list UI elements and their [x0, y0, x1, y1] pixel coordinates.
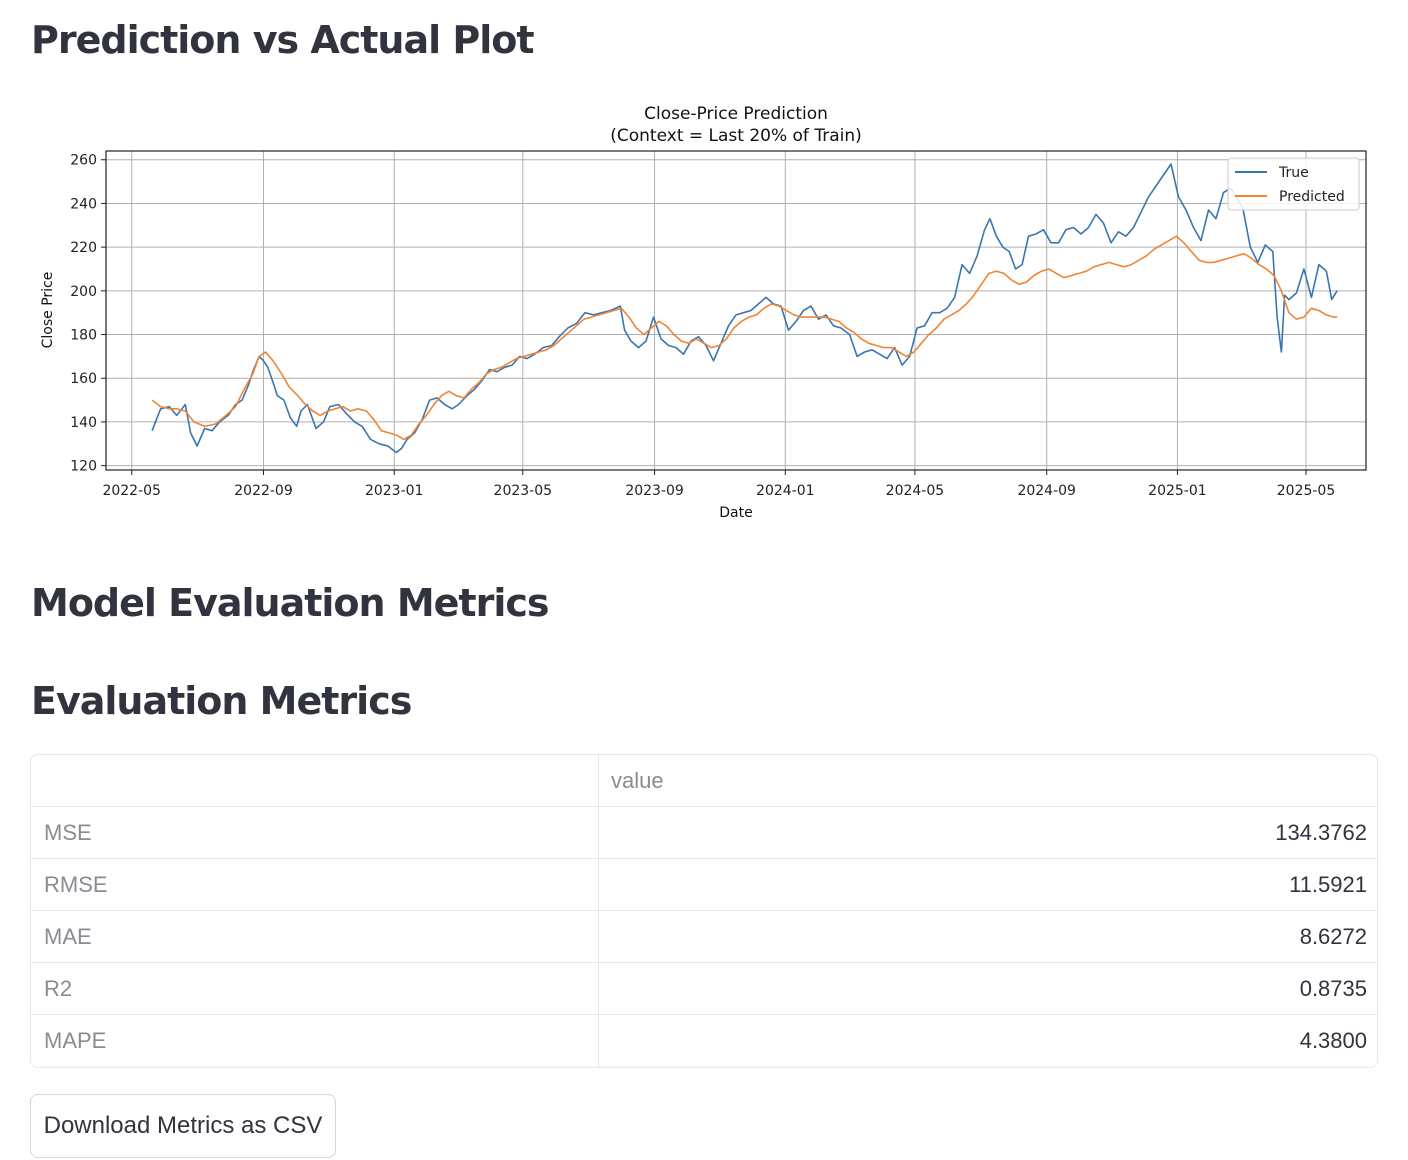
y-tick-label: 120	[70, 459, 97, 475]
chart-series	[151, 163, 1338, 454]
x-tick-label: 2022-09	[234, 483, 293, 499]
chart-legend: True Predicted	[1227, 157, 1360, 211]
series-line-true	[151, 163, 1338, 454]
y-tick-label: 240	[70, 196, 97, 212]
plot-area-frame	[105, 150, 1367, 471]
y-axis-label: Close Price	[40, 272, 56, 349]
metric-name: MAPE	[31, 1015, 599, 1067]
value-column-header[interactable]: value	[611, 767, 664, 793]
metrics-table[interactable]: value MSE 134.3762 RMSE 11.5921 MAE 8.62…	[30, 754, 1378, 1068]
table-row: R2 0.8735	[31, 963, 1377, 1015]
table-row: RMSE 11.5921	[31, 859, 1377, 911]
metric-name: MAE	[31, 911, 599, 962]
x-axis-label: Date	[719, 505, 752, 521]
metric-value: 8.6272	[1299, 923, 1367, 949]
x-tick-label: 2024-05	[886, 483, 945, 499]
table-row: MAPE 4.3800	[31, 1015, 1377, 1067]
x-tick-label: 2024-09	[1017, 483, 1076, 499]
table-row: MAE 8.6272	[31, 911, 1377, 963]
evaluation-metrics-heading: Evaluation Metrics	[31, 679, 412, 723]
legend-label-predicted: Predicted	[1279, 189, 1345, 205]
x-tick-label: 2023-01	[365, 483, 424, 499]
metric-value: 11.5921	[1289, 871, 1367, 897]
table-header-row: value	[31, 755, 1377, 807]
y-tick-label: 180	[70, 328, 97, 344]
chart-grid	[106, 151, 1366, 470]
x-tick-label: 2023-05	[494, 483, 553, 499]
metric-value: 134.3762	[1275, 819, 1367, 845]
x-tick-label: 2023-09	[625, 483, 684, 499]
model-metrics-heading: Model Evaluation Metrics	[31, 581, 549, 625]
legend-label-true: True	[1278, 165, 1309, 181]
x-tick-label: 2025-05	[1277, 483, 1336, 499]
metric-value: 0.8735	[1299, 975, 1367, 1001]
metric-name: R2	[31, 963, 599, 1014]
x-tick-label: 2024-01	[756, 483, 815, 499]
index-header	[31, 755, 599, 806]
plot-section-heading: Prediction vs Actual Plot	[31, 18, 535, 62]
table-row: MSE 134.3762	[31, 807, 1377, 859]
metric-name: RMSE	[31, 859, 599, 910]
chart-title: Close-Price Prediction	[644, 104, 828, 124]
metric-name: MSE	[31, 807, 599, 858]
y-tick-label: 140	[70, 415, 97, 431]
y-tick-label: 200	[70, 284, 97, 300]
y-tick-label: 220	[70, 240, 97, 256]
x-tick-label: 2022-05	[102, 483, 161, 499]
series-line-predicted	[151, 235, 1338, 441]
y-tick-label: 260	[70, 153, 97, 169]
download-metrics-csv-button[interactable]: Download Metrics as CSV	[30, 1094, 336, 1158]
chart-svg: Close-Price Prediction (Context = Last 2…	[40, 104, 1367, 521]
x-tick-label: 2025-01	[1148, 483, 1207, 499]
prediction-chart: Close-Price Prediction (Context = Last 2…	[30, 96, 1380, 536]
y-tick-label: 160	[70, 371, 97, 387]
metric-value: 4.3800	[1299, 1028, 1367, 1053]
chart-subtitle: (Context = Last 20% of Train)	[610, 126, 862, 146]
chart-ticks: 2022-05 2022-09 2023-01 2023-05 2023-09 2024-…	[70, 153, 1335, 499]
